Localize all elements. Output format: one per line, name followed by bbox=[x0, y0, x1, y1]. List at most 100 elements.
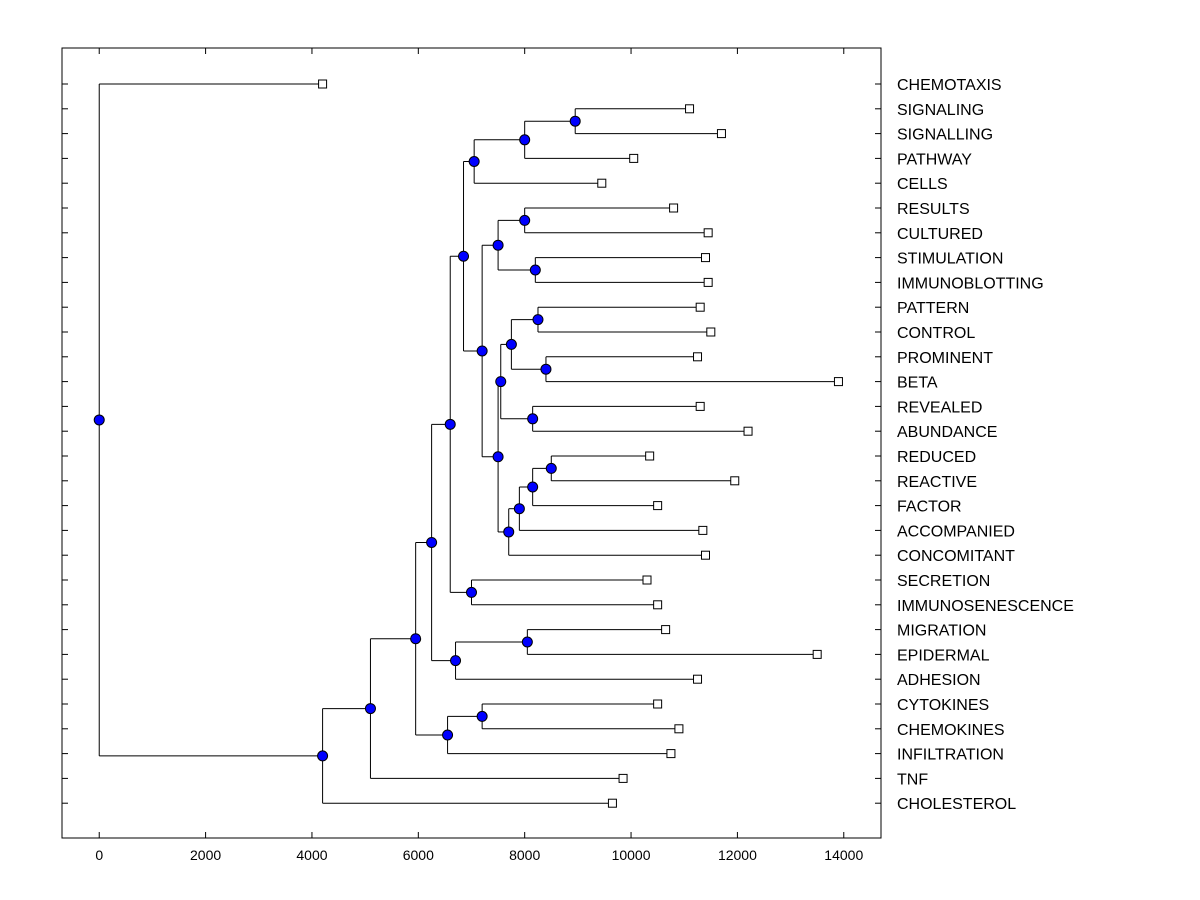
leaf-marker bbox=[701, 550, 710, 560]
leaf-marker bbox=[833, 377, 843, 387]
node-marker bbox=[540, 363, 552, 375]
leaf-marker bbox=[607, 798, 617, 808]
x-axis-tick-labels: 0 2000 4000 6000 8000 10000 12000 14000 bbox=[95, 847, 863, 863]
leaf-marker bbox=[706, 327, 716, 337]
leaf-labels: CHEMOTAXIS SIGNALING SIGNALLING PATHWAY CELL… bbox=[897, 77, 1074, 813]
node-marker bbox=[503, 526, 515, 538]
x-tick-label: 6000 bbox=[403, 847, 434, 863]
x-tick-label: 8000 bbox=[509, 847, 540, 863]
leaf-marker bbox=[812, 649, 822, 659]
leaf-label: IMMUNOBLOTTING bbox=[897, 275, 1044, 292]
leaf-label: SECRETION bbox=[897, 573, 990, 590]
leaf-label: CHOLESTEROL bbox=[897, 796, 1016, 813]
node-marker bbox=[505, 338, 517, 350]
leaf-marker bbox=[703, 228, 713, 238]
x-tick-label: 10000 bbox=[612, 847, 651, 863]
node-marker bbox=[569, 115, 581, 127]
leaf-label: CYTOKINES bbox=[897, 697, 989, 714]
node-marker bbox=[476, 710, 488, 722]
leaf-label: CONCOMITANT bbox=[897, 548, 1015, 565]
leaf-marker bbox=[629, 153, 639, 163]
leaf-marker bbox=[653, 501, 663, 511]
leaf-label: ADHESION bbox=[897, 672, 981, 689]
leaf-marker bbox=[666, 749, 676, 759]
leaf-marker bbox=[669, 203, 679, 213]
leaf-label: CHEMOTAXIS bbox=[897, 77, 1002, 94]
leaf-marker bbox=[743, 426, 753, 436]
leaf-label: CHEMOKINES bbox=[897, 722, 1005, 739]
x-tick-label: 4000 bbox=[296, 847, 327, 863]
leaf-marker bbox=[597, 178, 607, 188]
leaf-marker bbox=[653, 600, 663, 610]
node-marker bbox=[495, 376, 507, 388]
leaf-label: PATHWAY bbox=[897, 151, 972, 168]
leaf-label: MIGRATION bbox=[897, 623, 986, 640]
node-marker bbox=[521, 636, 533, 648]
leaf-label: ACCOMPANIED bbox=[897, 523, 1015, 540]
node-marker bbox=[545, 462, 557, 474]
node-marker bbox=[468, 156, 480, 167]
dendrogram-links bbox=[98, 83, 839, 804]
plot-frame bbox=[61, 47, 882, 839]
node-marker bbox=[442, 729, 454, 741]
x-tick-label: 14000 bbox=[824, 847, 863, 863]
node-markers bbox=[93, 115, 581, 762]
leaf-label: FACTOR bbox=[897, 499, 962, 516]
leaf-label: ABUNDANCE bbox=[897, 424, 997, 441]
leaf-marker bbox=[698, 525, 708, 535]
leaf-marker bbox=[685, 104, 695, 114]
node-marker bbox=[527, 481, 539, 493]
x-tick-label: 2000 bbox=[190, 847, 221, 863]
node-marker bbox=[466, 586, 477, 598]
leaf-marker bbox=[661, 625, 671, 635]
node-marker bbox=[93, 414, 105, 426]
leaf-marker bbox=[730, 476, 740, 486]
node-marker bbox=[364, 703, 376, 715]
leaf-marker bbox=[674, 724, 684, 734]
node-marker bbox=[532, 314, 544, 326]
node-marker bbox=[458, 250, 470, 262]
leaf-label: INFILTRATION bbox=[897, 747, 1004, 764]
node-marker bbox=[492, 451, 504, 463]
leaf-label: EPIDERMAL bbox=[897, 647, 990, 664]
node-marker bbox=[444, 418, 456, 430]
leaf-marker bbox=[693, 352, 703, 362]
leaf-label: REVEALED bbox=[897, 399, 982, 416]
x-tick-label: 0 bbox=[95, 847, 103, 863]
leaf-marker bbox=[693, 674, 703, 684]
leaf-label: IMMUNOSENESCENCE bbox=[897, 598, 1074, 615]
leaf-label: SIGNALING bbox=[897, 102, 984, 119]
leaf-label: PATTERN bbox=[897, 300, 969, 317]
leaf-label: REDUCED bbox=[897, 449, 976, 466]
leaf-marker bbox=[642, 575, 652, 585]
leaf-marker bbox=[695, 302, 705, 312]
node-marker bbox=[527, 413, 539, 425]
leaf-label: CELLS bbox=[897, 176, 948, 193]
leaf-marker bbox=[645, 451, 655, 461]
leaf-markers bbox=[318, 79, 843, 808]
tick-marks bbox=[62, 48, 881, 838]
node-marker bbox=[476, 345, 488, 357]
leaf-label: CULTURED bbox=[897, 226, 983, 243]
x-tick-label: 12000 bbox=[718, 847, 757, 863]
leaf-label: PROMINENT bbox=[897, 350, 993, 367]
leaf-label: STIMULATION bbox=[897, 251, 1003, 268]
node-marker bbox=[492, 239, 504, 251]
leaf-marker bbox=[701, 253, 710, 263]
node-marker bbox=[317, 750, 329, 762]
node-marker bbox=[450, 655, 462, 667]
leaf-label: BETA bbox=[897, 375, 938, 392]
leaf-marker bbox=[618, 773, 628, 783]
node-marker bbox=[426, 536, 438, 548]
node-marker bbox=[529, 264, 541, 276]
leaf-label: CONTROL bbox=[897, 325, 975, 342]
leaf-marker bbox=[318, 79, 328, 89]
node-marker bbox=[410, 633, 422, 645]
node-marker bbox=[519, 134, 531, 146]
leaf-label: TNF bbox=[897, 771, 928, 788]
leaf-label: RESULTS bbox=[897, 201, 970, 218]
leaf-marker bbox=[653, 699, 663, 709]
node-marker bbox=[519, 214, 531, 226]
leaf-marker bbox=[716, 129, 726, 139]
